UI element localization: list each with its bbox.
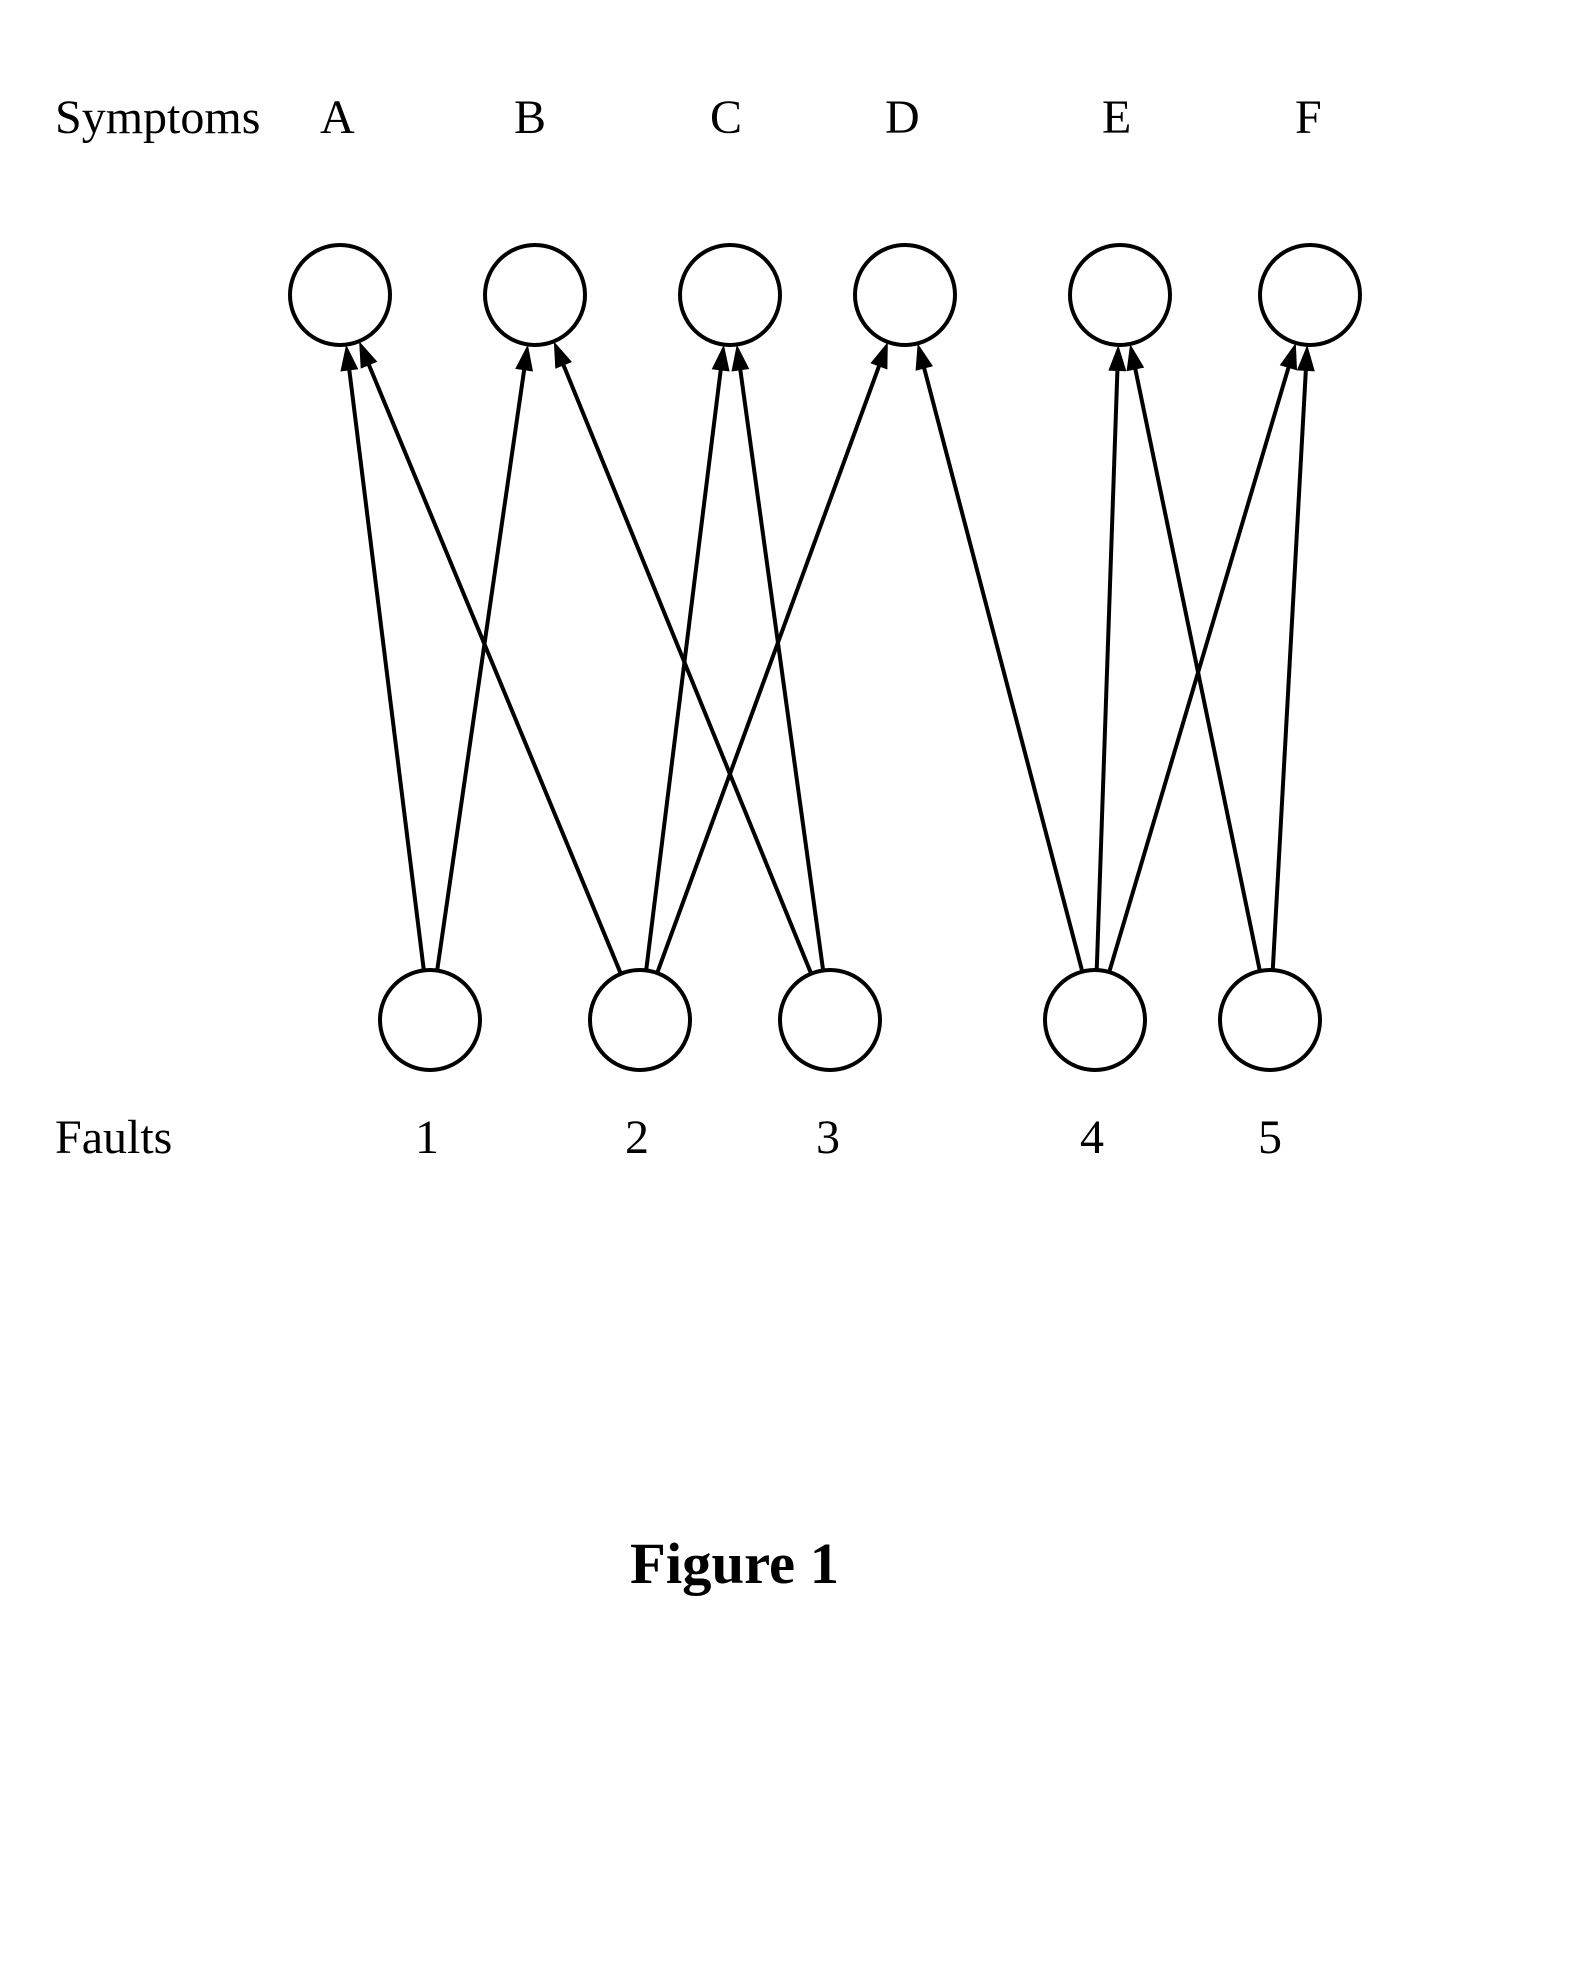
fault-node-3	[780, 970, 880, 1070]
arrowhead-1-B	[515, 344, 533, 371]
edge-1-B	[437, 360, 525, 971]
edge-3-C	[739, 360, 823, 970]
edge-3-B	[560, 356, 811, 974]
symptom-node-B	[485, 245, 585, 345]
symptom-node-D	[855, 245, 955, 345]
fault-node-1	[380, 970, 480, 1070]
arrowhead-2-A	[359, 341, 377, 368]
edge-1-A	[348, 360, 424, 970]
symptom-node-F	[1260, 245, 1360, 345]
edge-4-F	[1109, 358, 1291, 972]
symptom-node-C	[680, 245, 780, 345]
symptom-node-A	[290, 245, 390, 345]
arrowhead-4-D	[916, 343, 933, 370]
edge-2-D	[657, 357, 882, 973]
edge-4-D	[922, 358, 1083, 971]
arrowhead-2-C	[712, 345, 730, 372]
arrowhead-3-B	[554, 341, 572, 368]
symptom-node-E	[1070, 245, 1170, 345]
arrowhead-5-E	[1127, 344, 1145, 371]
arrowhead-3-C	[731, 345, 749, 372]
fault-node-5	[1220, 970, 1320, 1070]
edge-2-A	[365, 356, 621, 974]
edge-4-E	[1097, 361, 1118, 970]
arrowhead-5-F	[1297, 345, 1315, 371]
arrowhead-4-E	[1108, 345, 1126, 371]
edge-5-F	[1273, 361, 1307, 971]
arrowhead-4-F	[1280, 343, 1297, 370]
arrowhead-2-D	[870, 342, 887, 370]
fault-node-4	[1045, 970, 1145, 1070]
fault-node-2	[590, 970, 690, 1070]
bipartite-graph	[0, 0, 1590, 1974]
arrowhead-1-A	[340, 345, 358, 372]
edge-5-E	[1133, 359, 1260, 971]
